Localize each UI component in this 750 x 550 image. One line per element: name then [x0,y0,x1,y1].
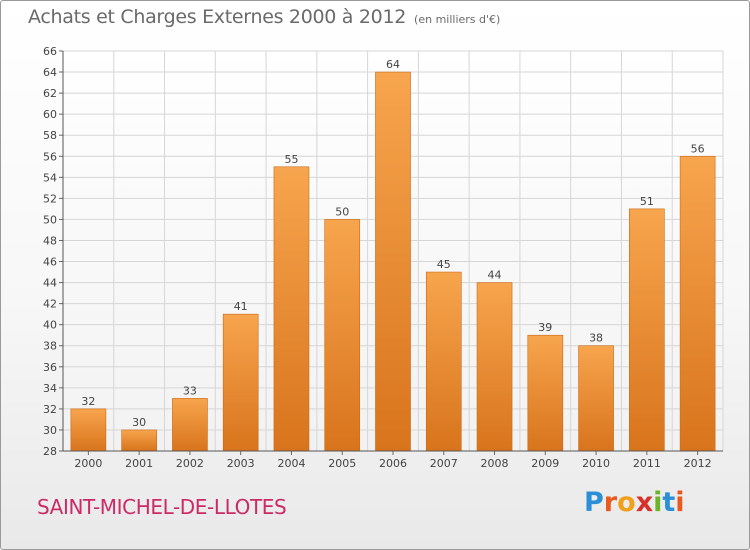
bar-value-label: 56 [691,142,705,155]
bar-value-label: 30 [132,416,146,429]
bar-value-label: 41 [234,300,248,313]
y-tick-label: 30 [43,424,57,437]
y-tick-label: 56 [43,150,57,163]
x-tick-label: 2006 [379,457,407,470]
bar-2001 [121,429,157,452]
bar-2000 [70,408,107,452]
bar-2002 [172,398,208,452]
y-tick-label: 36 [43,361,57,374]
bar-2011 [629,208,665,452]
chart-title-text: Achats et Charges Externes 2000 à 2012 [28,6,407,28]
x-tick-label: 2000 [74,457,102,470]
bar-value-label: 32 [81,395,95,408]
y-tick-label: 28 [43,445,57,458]
x-tick-label: 2007 [430,457,458,470]
chart-title: Achats et Charges Externes 2000 à 2012 (e… [28,6,500,28]
bar-2005 [324,219,361,452]
bar-value-label: 44 [488,269,502,282]
proxiti-logo: Proxiti [584,487,685,518]
y-tick-label: 64 [43,66,57,79]
y-tick-label: 62 [43,87,57,100]
x-tick-label: 2008 [481,457,509,470]
x-tick-label: 2011 [633,457,661,470]
x-tick-label: 2010 [582,457,610,470]
y-tick-label: 38 [43,340,57,353]
bar-2012 [679,155,716,452]
bar-2003 [222,313,259,452]
axes: 28 30 32 34 36 38 40 42 44 46 48 50 52 54 56 58 60 62 64 66… [43,45,723,470]
bar-2008 [476,282,513,452]
bar-value-label: 33 [183,384,197,397]
commune-name: SAINT-MICHEL-DE-LLOTES [37,495,287,519]
y-tick-label: 66 [43,45,57,58]
bars: 32 30 33 41 55 50 64 45 44 39 38 51 56 [70,58,716,452]
bar-value-label: 50 [335,205,349,218]
bar-2006 [375,71,411,452]
y-tick-label: 50 [43,213,57,226]
x-tick-label: 2004 [277,457,305,470]
y-tick-label: 44 [43,277,57,290]
y-tick-label: 52 [43,192,57,205]
y-tick-label: 54 [43,171,57,184]
x-tick-label: 2012 [684,457,712,470]
bar-value-label: 39 [538,321,552,334]
x-tick-label: 2003 [227,457,255,470]
y-tick-label: 46 [43,256,57,269]
chart-unit: (en milliers d'€) [414,13,501,26]
bar-2007 [425,271,462,452]
bar-2009 [527,334,564,452]
x-tick-label: 2009 [531,457,559,470]
y-tick-label: 34 [43,382,57,395]
y-tick-label: 42 [43,298,57,311]
bar-value-label: 38 [589,332,603,345]
bar-value-label: 55 [284,153,298,166]
x-tick-label: 2005 [328,457,356,470]
y-tick-label: 40 [43,319,57,332]
x-tick-label: 2001 [125,457,153,470]
bar-2004 [273,166,310,452]
bar-2010 [578,345,614,452]
y-tick-label: 32 [43,403,57,416]
y-tick-label: 48 [43,234,57,247]
y-tick-label: 60 [43,108,57,121]
y-tick-label: 58 [43,129,57,142]
bar-value-label: 64 [386,58,400,71]
x-tick-label: 2002 [176,457,204,470]
bar-value-label: 45 [437,258,451,271]
bar-value-label: 51 [640,195,654,208]
